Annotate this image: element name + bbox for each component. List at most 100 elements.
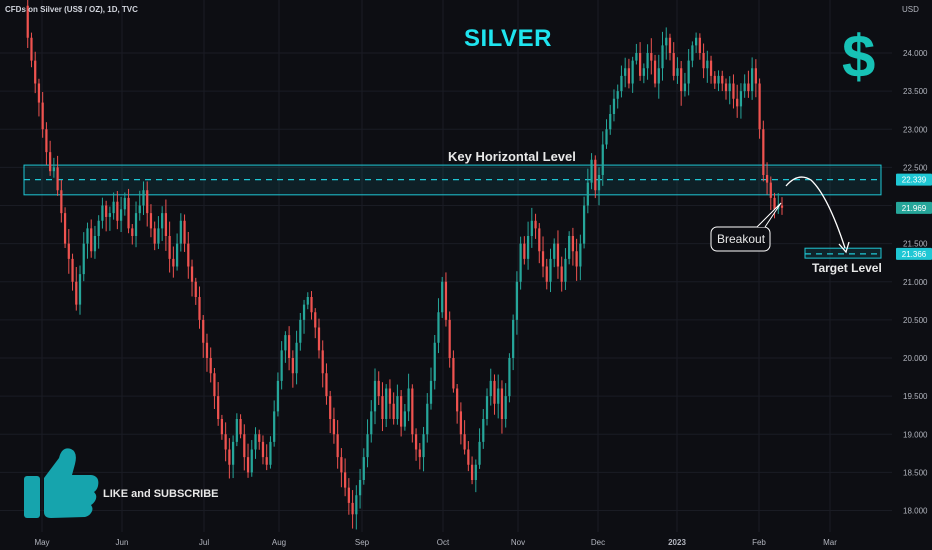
candle-body — [105, 205, 108, 217]
candle-body — [627, 68, 631, 84]
breakout-callout — [710, 226, 771, 252]
candle-body — [653, 60, 657, 84]
x-tick-label: 2023 — [668, 538, 686, 547]
candle-body — [642, 68, 645, 76]
candle-body — [411, 388, 414, 435]
breakout-label: Breakout — [717, 232, 766, 246]
candle-body — [295, 342, 298, 374]
candle-body — [594, 159, 597, 191]
candle-body — [220, 419, 224, 435]
candle-body — [392, 403, 395, 419]
candle-body — [680, 68, 683, 92]
candle-body — [161, 213, 164, 229]
candle-body — [45, 129, 48, 153]
candle-body — [325, 373, 328, 397]
candle-body — [231, 441, 235, 465]
candle-body — [579, 243, 582, 267]
candle-body — [332, 419, 336, 435]
candle-body — [258, 434, 261, 442]
candle-body — [545, 266, 548, 282]
candle-body — [116, 201, 119, 221]
y-tick-label: 19.000 — [903, 430, 928, 439]
candle-body — [429, 380, 433, 404]
candle-body — [444, 281, 448, 320]
target-level-label: Target Level — [812, 261, 882, 275]
dollar-icon: $ — [842, 23, 876, 90]
price-label-text: 21.366 — [902, 250, 927, 259]
candle-body — [314, 312, 317, 328]
candle-body — [377, 380, 380, 397]
candle-body — [172, 258, 175, 267]
candle-body — [108, 213, 112, 217]
candle-body — [437, 312, 440, 343]
candle-body — [582, 205, 586, 244]
y-tick-label: 20.500 — [903, 316, 928, 325]
candle-body — [153, 228, 156, 244]
candle-body — [157, 228, 160, 244]
candle-body — [37, 83, 41, 103]
candle-body — [67, 243, 70, 259]
candle-body — [609, 114, 612, 130]
zones — [23, 164, 882, 259]
candle-body — [93, 236, 97, 252]
candle-body — [284, 335, 287, 351]
candle-body — [56, 167, 59, 191]
candle-body — [142, 190, 145, 206]
price-label-tag — [896, 173, 932, 186]
candle-body — [119, 209, 123, 221]
x-tick-label: May — [34, 538, 49, 547]
target-level-zone — [804, 247, 882, 259]
y-tick-label: 21.500 — [903, 240, 928, 249]
candle-body — [698, 37, 701, 53]
candle-body — [273, 411, 276, 442]
y-axis-unit: USD — [902, 5, 919, 14]
candle-body — [34, 60, 37, 84]
candle-body — [564, 258, 567, 282]
candle-body — [355, 495, 358, 515]
candle-body — [456, 388, 459, 412]
candle-body — [441, 281, 444, 313]
candle-body — [418, 449, 421, 458]
key-level-label: Key Horizontal Level — [448, 149, 576, 164]
candle-body — [556, 243, 560, 267]
candle-body — [739, 91, 743, 107]
candle-body — [709, 60, 713, 76]
candle-body — [530, 220, 533, 236]
candle-body — [131, 228, 134, 236]
candle-body — [351, 502, 354, 515]
candle-body — [743, 83, 746, 92]
candles — [26, 0, 784, 530]
candle-body — [672, 53, 675, 76]
candle-body — [717, 75, 720, 84]
candle-body — [164, 213, 168, 236]
y-tick-label: 20.000 — [903, 354, 928, 363]
candle-body — [261, 441, 265, 458]
candle-body — [299, 319, 302, 343]
candle-body — [71, 258, 74, 282]
candle-body — [75, 281, 78, 305]
candle-body — [780, 205, 784, 208]
candle-body — [463, 434, 466, 450]
candle-body — [538, 228, 541, 252]
candle-body — [414, 434, 418, 450]
thumbs-up-icon — [24, 448, 99, 518]
candle-body — [661, 45, 664, 69]
candle-body — [605, 129, 608, 145]
candle-body — [321, 350, 324, 374]
candle-body — [493, 380, 496, 404]
candle-body — [665, 37, 668, 46]
candle-body — [239, 419, 242, 435]
candle-body — [702, 53, 705, 69]
candle-body — [138, 205, 141, 214]
candle-body — [470, 464, 474, 480]
y-tick-label: 23.000 — [903, 125, 928, 134]
x-tick-label: Aug — [272, 538, 286, 547]
candle-body — [123, 197, 126, 210]
candle-body — [306, 297, 309, 305]
candle-body — [134, 213, 138, 236]
candle-body — [41, 102, 44, 130]
candle-body — [478, 441, 481, 465]
candle-body — [519, 243, 522, 282]
